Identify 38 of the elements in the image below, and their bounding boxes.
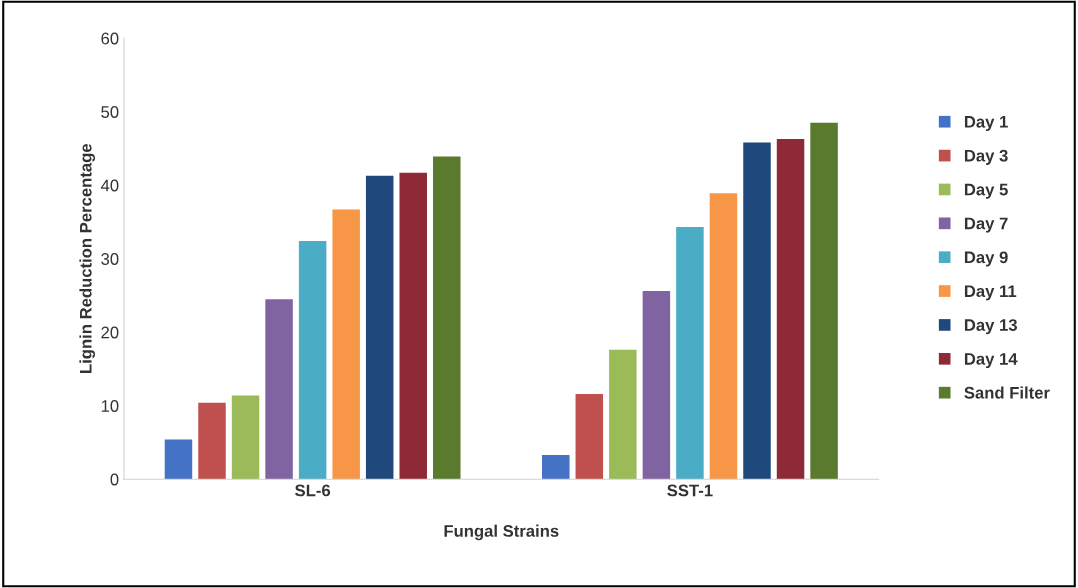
- bar: [298, 241, 327, 480]
- x-tick-label: SL-6: [295, 484, 331, 497]
- bar: [542, 454, 570, 480]
- bar: [575, 393, 604, 480]
- legend-label: Day 5: [964, 183, 1008, 199]
- y-tick-label: 0: [110, 473, 119, 486]
- legend-label: Day 1: [964, 116, 1008, 132]
- legend-label: Day 9: [964, 251, 1008, 267]
- legend-label: Day 7: [964, 217, 1008, 233]
- bar: [198, 402, 226, 480]
- bar: [642, 291, 671, 480]
- y-tick-label: 30: [101, 253, 119, 265]
- bar: [433, 156, 461, 480]
- x-tick-label: SST-1: [667, 484, 713, 497]
- bar: [709, 193, 738, 480]
- bar: [399, 172, 427, 480]
- bar: [231, 395, 260, 480]
- bar: [810, 122, 838, 480]
- bar: [676, 227, 704, 480]
- bar: [609, 349, 637, 480]
- bar: [265, 299, 293, 480]
- y-tick-label: 60: [101, 32, 119, 45]
- y-tick-label: 50: [101, 106, 119, 118]
- bar: [164, 439, 193, 480]
- bar: [776, 138, 805, 480]
- x-axis-title: Fungal Strains: [444, 524, 559, 541]
- legend-label: Day 14: [964, 353, 1018, 369]
- legend-label: Day 3: [964, 149, 1008, 165]
- legend-label: Day 11: [964, 285, 1017, 301]
- y-tick-label: 20: [101, 326, 119, 339]
- y-tick-label: 40: [100, 179, 119, 192]
- bar: [365, 175, 394, 480]
- legend-label: Sand Filter: [964, 386, 1050, 399]
- bar: [332, 209, 360, 480]
- bar: [743, 142, 771, 480]
- y-tick-label: 10: [101, 400, 119, 412]
- legend-label: Day 13: [964, 319, 1017, 335]
- y-axis-title: Lignin Reduction Percentage: [79, 143, 96, 373]
